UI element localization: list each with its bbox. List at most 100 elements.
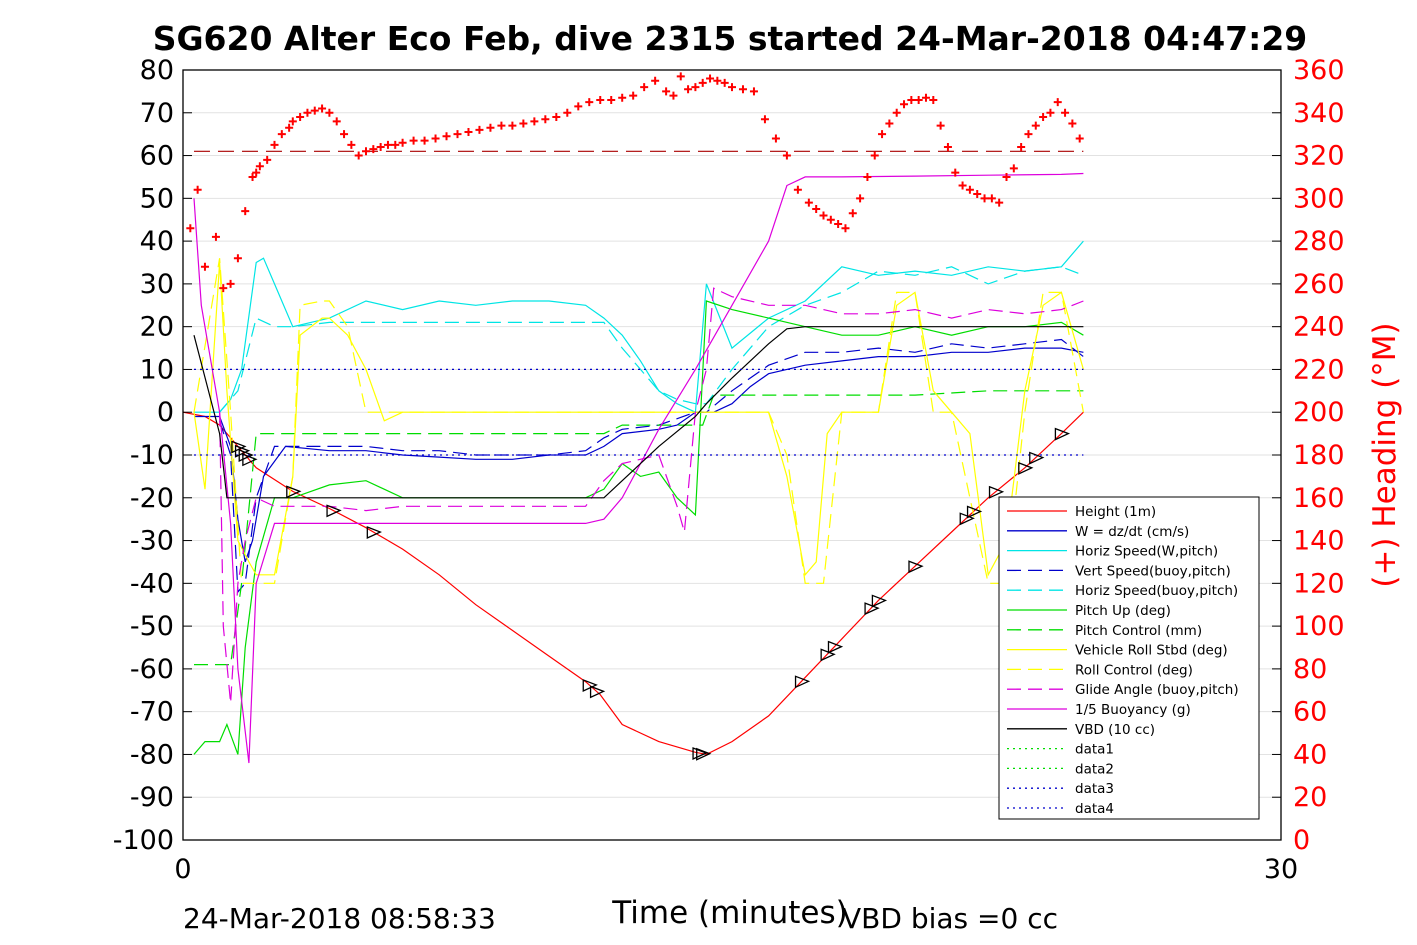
right-tick-label: 220 xyxy=(1293,354,1345,385)
heading-point xyxy=(310,106,319,115)
heading-point xyxy=(552,113,561,122)
heading-point xyxy=(1075,134,1084,143)
footer-timestamp: 24-Mar-2018 08:58:33 xyxy=(183,902,496,935)
heading-point xyxy=(713,76,722,85)
heading-point xyxy=(1009,164,1018,173)
heading-point xyxy=(848,209,857,218)
heading-point xyxy=(951,168,960,177)
legend-label: Roll Control (deg) xyxy=(1075,662,1193,678)
heading-point xyxy=(618,93,627,102)
heading-point xyxy=(684,85,693,94)
heading-point xyxy=(464,128,473,137)
heading-point xyxy=(921,93,930,102)
right-tick-label: 200 xyxy=(1293,397,1345,428)
series-line-6 xyxy=(194,390,1084,666)
left-tick-label: -10 xyxy=(130,440,174,471)
legend-label: data4 xyxy=(1075,801,1114,817)
series-line-8 xyxy=(193,258,1084,584)
triangle-marker xyxy=(827,640,844,654)
legend-label: 1/5 Buoyancy (g) xyxy=(1075,702,1191,718)
right-tick-label: 300 xyxy=(1293,183,1345,214)
triangle-marker xyxy=(959,512,975,526)
heading-point xyxy=(812,205,821,214)
legend-label: data1 xyxy=(1075,742,1114,758)
heading-point xyxy=(263,155,272,164)
heading-point xyxy=(248,172,257,181)
heading-point xyxy=(1061,108,1070,117)
legend-label: Horiz Speed(W,pitch) xyxy=(1075,544,1218,560)
series-line-10 xyxy=(193,172,1084,764)
series-line-11 xyxy=(193,326,1084,499)
heading-point xyxy=(486,123,495,132)
legend-label: Glide Angle (buoy,pitch) xyxy=(1075,682,1239,698)
left-tick-label: 0 xyxy=(157,397,174,428)
right-tick-label: 320 xyxy=(1293,141,1345,172)
triangle-marker xyxy=(234,444,251,458)
heading-point xyxy=(760,115,769,124)
triangle-marker xyxy=(286,485,302,499)
heading-point xyxy=(563,108,572,117)
heading-point xyxy=(252,168,261,177)
triangle-marker xyxy=(988,485,1005,499)
heading-point xyxy=(782,151,791,160)
legend-label: VBD (10 cc) xyxy=(1075,722,1155,738)
left-tick-label: -40 xyxy=(130,568,174,599)
right-axis-label: (+) Heading (°M) xyxy=(1367,322,1403,587)
triangle-marker xyxy=(238,449,254,463)
left-axis-ticks: 80 70 60 50 40 30 20 10 0 -10 -20 -30 -40 -50 -60 -70 -8… xyxy=(113,55,192,856)
triangle-marker xyxy=(1054,427,1071,441)
heading-point xyxy=(1017,143,1026,151)
right-tick-label: 180 xyxy=(1293,440,1345,471)
heading-point xyxy=(856,194,865,203)
heading-point xyxy=(219,284,228,293)
right-tick-label: 80 xyxy=(1293,654,1327,685)
left-tick-label: 80 xyxy=(140,55,174,86)
x-axis-label: Time (minutes) xyxy=(611,895,847,931)
heading-point xyxy=(255,162,264,171)
heading-point xyxy=(391,140,400,149)
legend-label: data3 xyxy=(1075,781,1114,797)
heading-point xyxy=(698,78,707,87)
chart-title: SG620 Alter Eco Feb, dive 2315 started 2… xyxy=(153,19,1308,58)
heading-point xyxy=(318,104,327,113)
left-tick-label: 30 xyxy=(140,269,174,300)
left-tick-label: 70 xyxy=(140,98,174,129)
right-tick-label: 260 xyxy=(1293,269,1345,300)
triangle-marker xyxy=(820,648,836,662)
heading-point xyxy=(640,83,649,92)
heading-point xyxy=(1046,108,1055,117)
legend-label: data2 xyxy=(1075,761,1114,777)
heading-point xyxy=(929,95,938,104)
heading-point xyxy=(804,198,813,207)
heading-point xyxy=(453,130,462,139)
heading-point xyxy=(973,190,982,199)
heading-point xyxy=(226,279,235,288)
triangle-marker xyxy=(1029,451,1045,465)
right-tick-label: 100 xyxy=(1293,611,1345,642)
heading-point xyxy=(325,108,334,117)
triangle-marker xyxy=(242,453,258,467)
legend-label: Pitch Up (deg) xyxy=(1075,603,1171,619)
series-line-7 xyxy=(193,262,1084,577)
left-tick-label: -90 xyxy=(130,782,174,813)
heading-point xyxy=(629,91,638,100)
left-tick-label: -60 xyxy=(130,654,174,685)
heading-point xyxy=(376,143,385,151)
triangle-marker xyxy=(366,526,382,540)
heading-point xyxy=(793,185,802,194)
right-tick-label: 240 xyxy=(1293,312,1345,343)
heading-points xyxy=(186,72,1084,293)
triangle-marker xyxy=(966,505,983,519)
heading-point xyxy=(530,117,539,126)
left-tick-label: 50 xyxy=(140,183,174,214)
x-tick-label: 0 xyxy=(174,854,191,885)
heading-point xyxy=(193,185,202,194)
left-tick-label: 60 xyxy=(140,141,174,172)
heading-point xyxy=(987,194,996,203)
heading-point xyxy=(1068,119,1077,128)
heading-point xyxy=(841,224,850,233)
heading-point xyxy=(885,119,894,128)
heading-point xyxy=(958,181,967,190)
heading-point xyxy=(907,95,916,104)
